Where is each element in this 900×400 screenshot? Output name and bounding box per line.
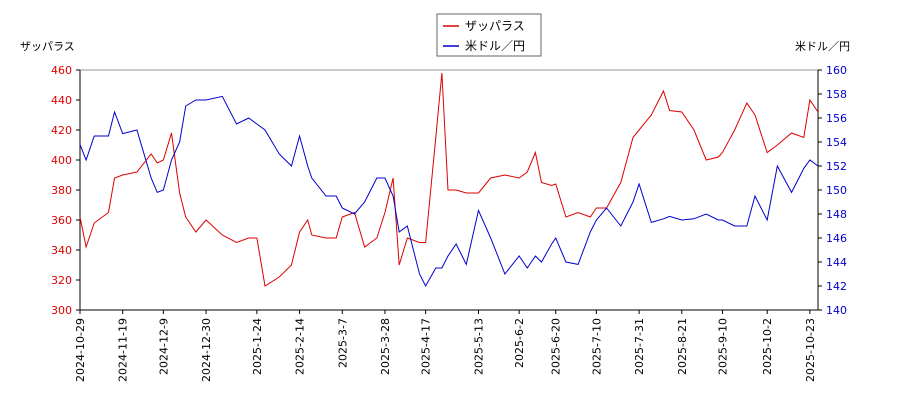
x-tick-label: 2025-4-17 [420,318,433,375]
y2-axis-title: 米ドル／円 [795,40,850,53]
x-tick-label: 2025-7-10 [590,318,603,375]
y-tick-label: 340 [51,244,72,257]
y2-tick-label: 148 [826,208,847,221]
y-tick-label: 420 [51,124,72,137]
x-tick-label: 2024-10-29 [74,318,87,382]
x-tick-label: 2025-7-31 [633,318,646,375]
y2-tick-label: 150 [826,184,847,197]
legend-label: 米ドル／円 [465,39,525,53]
y2-tick-label: 152 [826,160,847,173]
x-tick-label: 2024-12-9 [157,318,170,375]
x-tick-label: 2025-5-13 [472,318,485,375]
x-tick-label: 2025-10-2 [761,318,774,375]
x-tick-label: 2025-2-14 [294,318,307,375]
y-tick-label: 380 [51,184,72,197]
y-tick-label: 460 [51,64,72,77]
series-line [79,95,819,288]
y2-tick-label: 154 [826,136,847,149]
y2-tick-label: 144 [826,256,847,269]
y-tick-label: 400 [51,154,72,167]
x-tick-label: 2025-1-24 [251,318,264,375]
y2-tick-label: 146 [826,232,847,245]
y2-tick-label: 160 [826,64,847,77]
x-tick-label: 2024-12-30 [200,318,213,382]
x-tick-label: 2025-6-20 [550,318,563,375]
legend-label: ザッパラス [465,19,525,33]
x-tick-label: 2025-3-7 [336,318,349,368]
series-line [79,72,819,287]
y2-tick-label: 156 [826,112,847,125]
y-tick-label: 360 [51,214,72,227]
x-tick-label: 2025-6-2 [513,318,526,368]
y-tick-label: 440 [51,94,72,107]
legend-box [436,13,542,57]
y2-tick-label: 140 [826,304,847,317]
x-tick-label: 2025-3-28 [379,318,392,375]
x-tick-label: 2025-10-23 [804,318,817,382]
y2-tick-label: 142 [826,280,847,293]
x-tick-label: 2024-11-19 [117,318,130,382]
y-tick-label: 320 [51,274,72,287]
y2-tick-label: 158 [826,88,847,101]
x-tick-label: 2025-9-10 [716,318,729,375]
x-tick-label: 2025-8-21 [676,318,689,375]
y-tick-label: 300 [51,304,72,317]
y-axis-title: ザッパラス [20,40,75,53]
